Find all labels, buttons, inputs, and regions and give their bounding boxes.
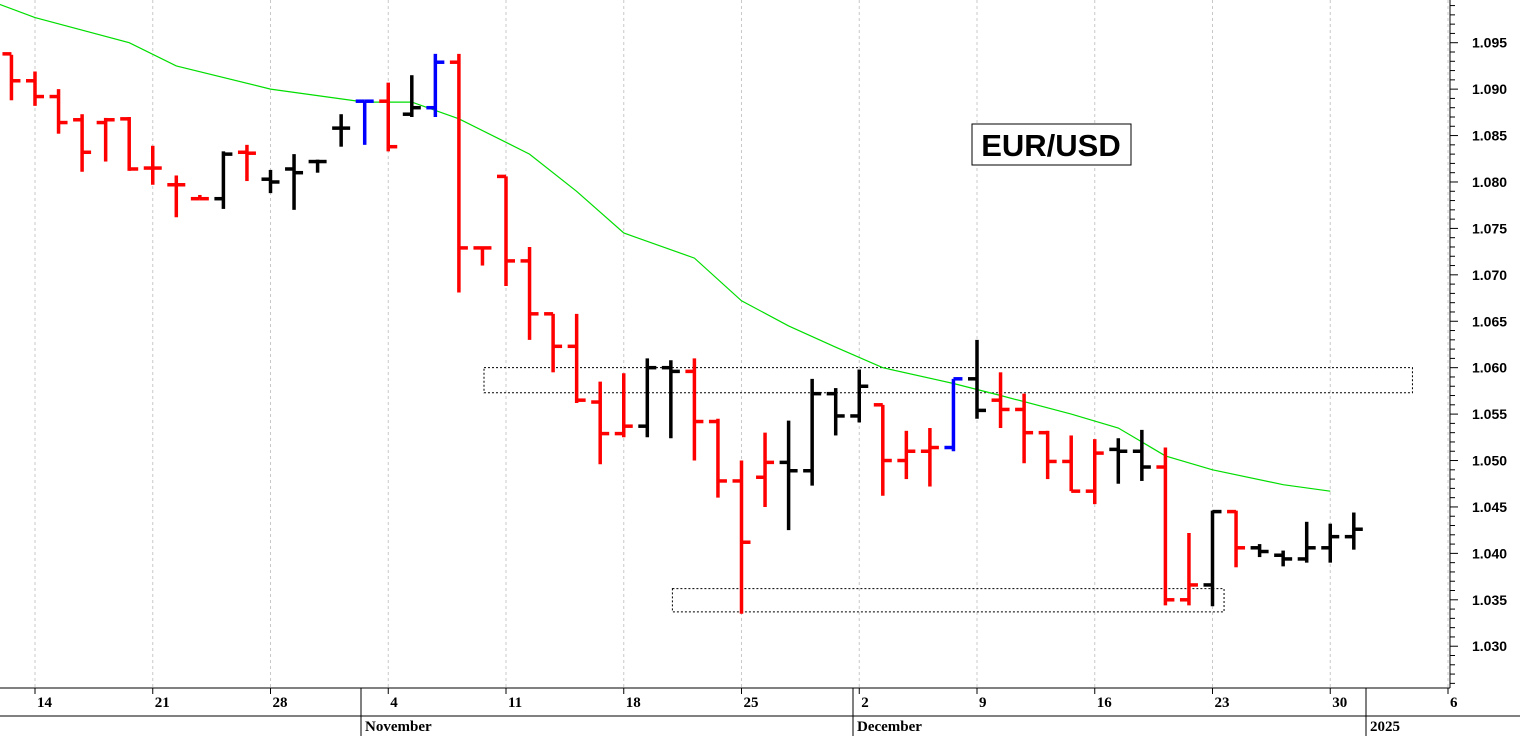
ohlc-bar [1227,509,1246,568]
y-tick-label: 1.085 [1472,128,1507,144]
ohlc-bar [685,358,704,461]
x-tick-label: 21 [155,695,170,711]
ohlc-bar [426,53,445,117]
x-tick-label: 11 [508,695,522,711]
ohlc-bar [285,154,304,210]
ohlc-bar [638,358,657,438]
ohlc-bar [167,175,186,218]
y-tick-label: 1.045 [1472,499,1507,515]
y-tick-label: 1.040 [1472,545,1507,561]
y-tick-label: 1.090 [1472,81,1507,97]
resistance-support-zones [483,367,1413,613]
ohlc-bar [473,246,492,266]
month-label: November [365,719,432,735]
ohlc-bar [944,377,963,452]
month-label: December [857,719,922,735]
y-tick-label: 1.095 [1472,35,1507,51]
x-tick-label: 28 [273,695,288,711]
y-tick-label: 1.060 [1472,360,1507,376]
x-tick-label: 18 [626,695,641,711]
ohlc-bar [1062,435,1081,493]
ohlc-bar [355,99,374,145]
ohlc-bar [1109,438,1128,484]
ohlc-bar [2,52,21,101]
ohlc-bar [1038,430,1057,480]
x-tick-label: 14 [37,695,53,711]
ohlc-bar [96,117,115,162]
ohlc-bar [591,381,610,465]
ohlc-bar [520,246,539,340]
ohlc-bar [1132,429,1151,481]
y-tick-label: 1.080 [1472,174,1507,190]
ohlc-bar [708,418,727,498]
month-label: 2025 [1370,719,1400,735]
ohlc-bar [120,116,139,171]
ohlc-bar [73,114,92,172]
x-tick-label: 4 [390,695,398,711]
ohlc-bar [190,194,209,201]
ohlc-bar [661,360,680,439]
ohlc-bar [614,373,633,438]
ohlc-bar [803,378,822,486]
x-tick-label: 9 [979,695,987,711]
ohlc-bar [1274,550,1293,567]
y-tick-label: 1.035 [1472,592,1507,608]
ohlc-bar [237,144,256,182]
ohlc-bar [873,403,892,496]
ohlc-bar [1344,512,1363,550]
chart-title: EUR/USD [981,128,1121,163]
ohlc-bar [449,53,468,293]
x-tick-label: 2 [861,695,869,711]
ohlc-bar [826,388,845,436]
y-tick-label: 1.030 [1472,638,1507,654]
ohlc-bar [497,174,515,286]
chart-title-box: EUR/USD [971,123,1132,166]
ohlc-bar [1203,509,1222,607]
ohlc-bar [26,71,44,106]
y-tick-label: 1.075 [1472,220,1507,236]
x-tick-label: 6 [1450,695,1458,711]
moving-average [0,3,1331,492]
ohlc-bar [897,430,916,480]
ohlc-bar [1179,532,1198,606]
ohlc-bar [49,89,68,134]
ohlc-bar [732,460,751,614]
ohlc-bar [332,114,351,147]
ohlc-bar [214,151,233,209]
ohlc-bar [779,420,798,531]
ohlc-bar [402,75,421,117]
ohlc-bar [756,432,775,507]
ohlc-bars [2,52,1363,614]
ohlc-bar [379,82,398,152]
ohlc-bar [1156,447,1175,606]
ohlc-bar [850,369,869,423]
ohlc-bar [1015,393,1034,464]
ohlc-bar [1250,544,1269,558]
ohlc-bar [143,145,162,185]
price-zone [483,367,1413,394]
x-tick-label: 25 [744,695,759,711]
ohlc-bar [1085,439,1104,505]
title-frame [971,123,1132,166]
ohlc-bar [261,169,280,194]
ohlc-bar [1297,521,1316,563]
ohlc-bar [968,339,986,419]
moving-average-line [0,3,1331,492]
ohlc-bar [920,428,939,487]
y-tick-label: 1.070 [1472,267,1507,283]
x-tick-label: 16 [1097,695,1113,711]
ohlc-bar [991,372,1010,429]
ohlc-bar [567,313,586,403]
ohlc-bar [308,159,327,173]
x-tick-label: 30 [1332,695,1347,711]
x-tick-label: 23 [1215,695,1230,711]
y-tick-label: 1.055 [1472,406,1507,422]
y-tick-label: 1.065 [1472,313,1507,329]
ohlc-bar [1321,523,1340,563]
ohlc-bar [544,312,563,373]
y-tick-label: 1.050 [1472,453,1507,469]
